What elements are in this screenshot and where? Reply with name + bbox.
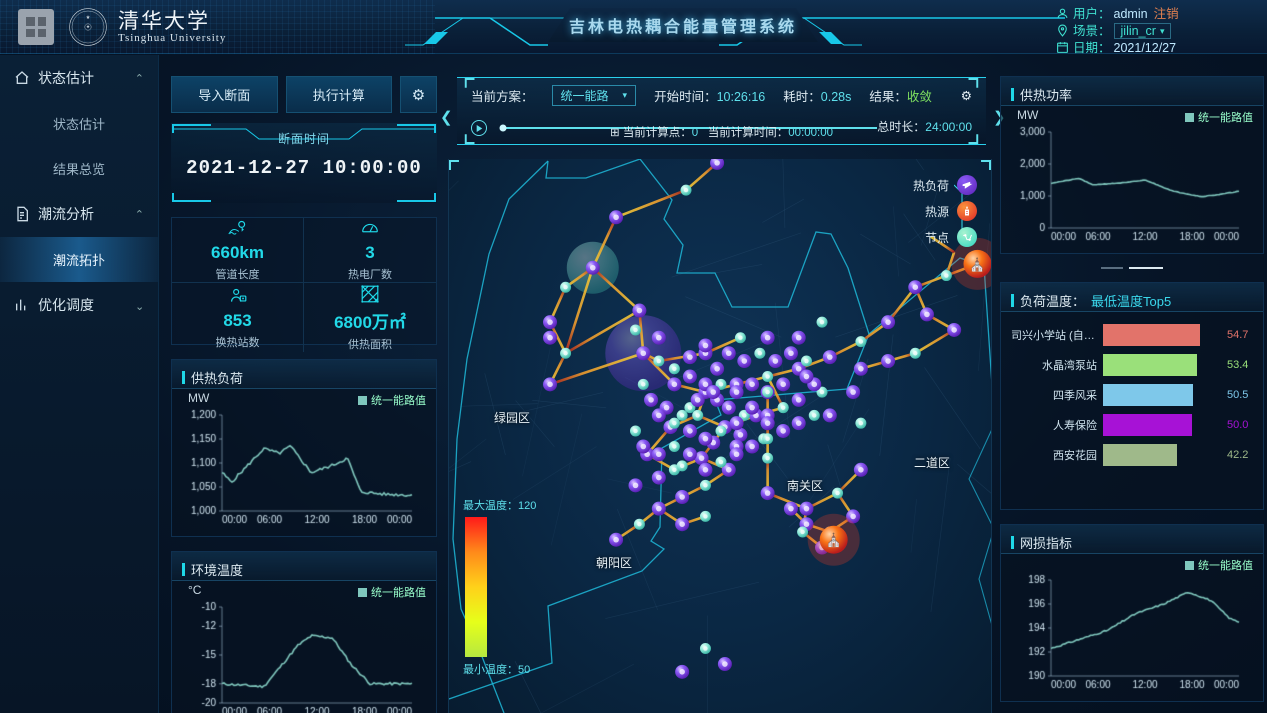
svg-text:⛪: ⛪	[826, 532, 842, 548]
svg-text:⛪: ⛪	[969, 256, 985, 272]
